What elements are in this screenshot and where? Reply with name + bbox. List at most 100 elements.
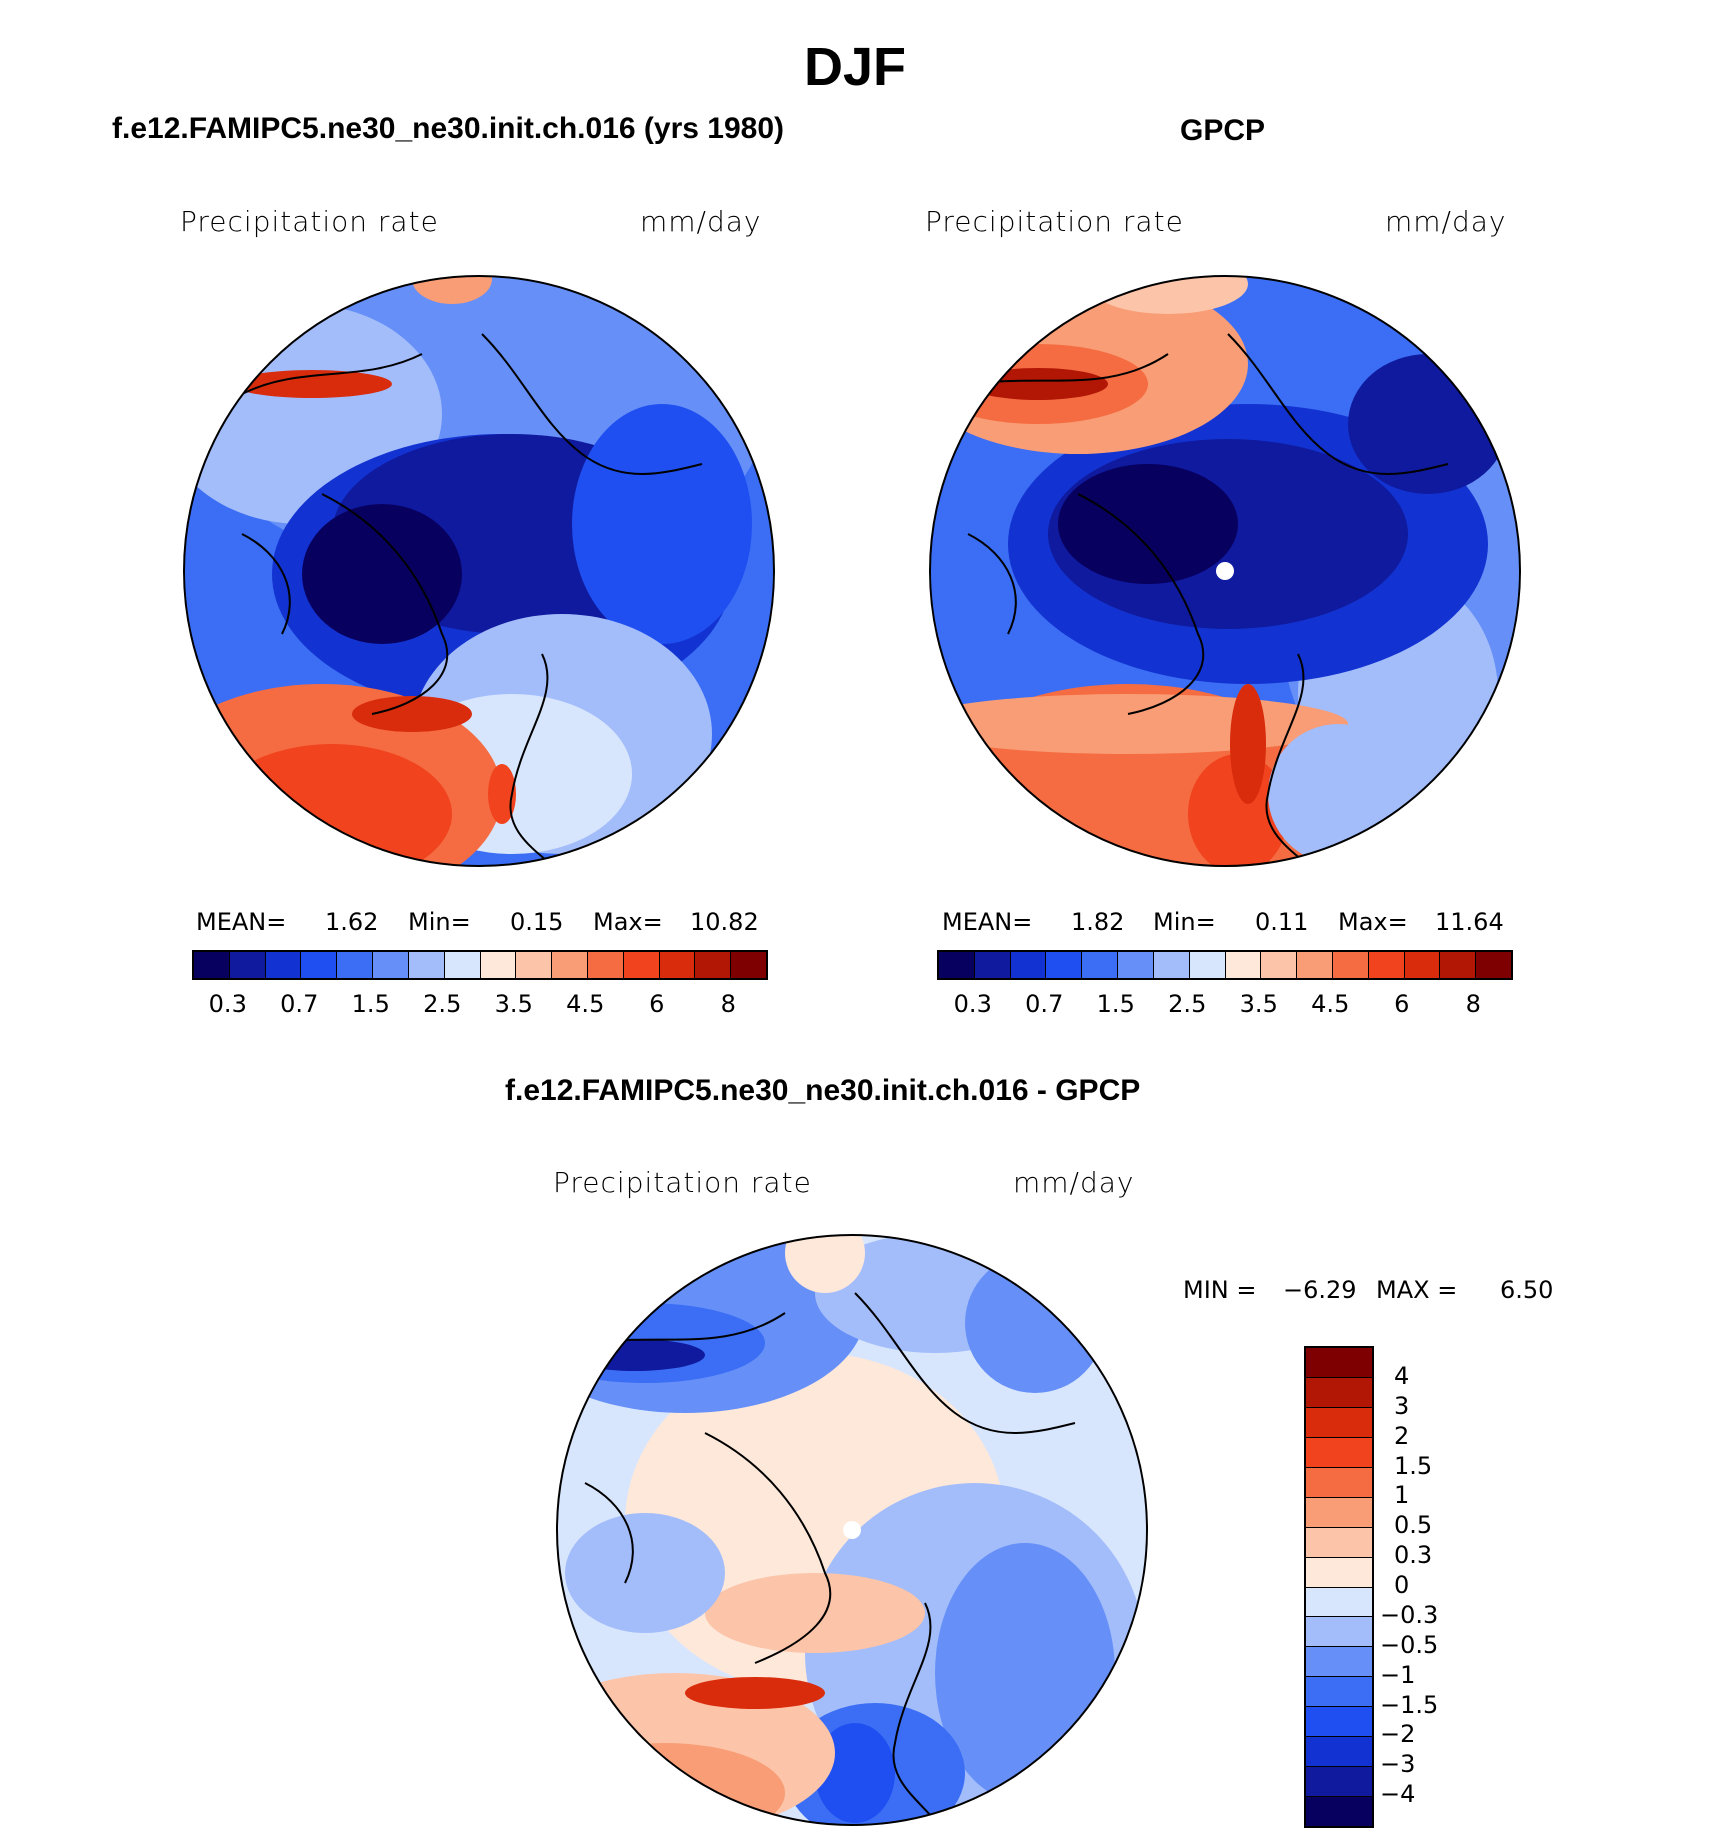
model-colorbar-swatch: [623, 952, 660, 978]
obs-units-label: mm/day: [1385, 205, 1507, 238]
model-colorbar-swatch: [731, 952, 766, 978]
obs-min-label: Min=: [1153, 908, 1216, 936]
obs-colorbar-swatch: [939, 952, 975, 978]
model-mean-label: MEAN=: [196, 908, 287, 936]
diff-colorbar-tick-label: 1: [1394, 1481, 1410, 1510]
model-colorbar-swatch: [480, 952, 517, 978]
model-colorbar-tick-label: 4.5: [566, 990, 605, 1018]
obs-colorbar-swatch: [1297, 952, 1333, 978]
model-max-value: 10.82: [690, 908, 759, 936]
obs-colorbar-swatch: [1010, 952, 1047, 978]
model-colorbar-swatch: [516, 952, 553, 978]
model-colorbar-tick-label: 3.5: [494, 990, 533, 1018]
model-colorbar-tick-label: 0.7: [280, 990, 319, 1018]
diff-colorbar-swatch: [1306, 1587, 1372, 1618]
obs-colorbar-swatch: [974, 952, 1011, 978]
model-colorbar-tick-label: 8: [720, 990, 736, 1018]
diff-colorbar: [1304, 1346, 1374, 1828]
diff-colorbar-tick-label: −0.5: [1380, 1630, 1439, 1659]
obs-colorbar-swatch: [1189, 952, 1226, 978]
diff-colorbar-tick-label: −1: [1380, 1660, 1416, 1689]
diff-colorbar-tick-label: 0.3: [1394, 1541, 1433, 1570]
model-colorbar-tick-label: 0.3: [208, 990, 247, 1018]
diff-colorbar-swatch: [1306, 1707, 1372, 1738]
model-max-label: Max=: [593, 908, 663, 936]
obs-colorbar-tick-label: 6: [1394, 990, 1410, 1018]
diff-max-label: MAX =: [1376, 1276, 1458, 1304]
obs-mean-value: 1.82: [1071, 908, 1125, 936]
obs-colorbar-swatch: [1404, 952, 1441, 978]
diff-max-value: 6.50: [1500, 1276, 1554, 1304]
diff-variable-label: Precipitation rate: [553, 1166, 812, 1199]
obs-colorbar-swatch: [1368, 952, 1405, 978]
obs-polar-map: [929, 275, 1521, 867]
diff-colorbar-swatch: [1306, 1557, 1372, 1588]
diff-colorbar-tick-label: 1.5: [1394, 1451, 1433, 1480]
obs-min-value: 0.11: [1255, 908, 1309, 936]
obs-colorbar-swatch: [1153, 952, 1190, 978]
diff-colorbar-tick-label: 0.5: [1394, 1511, 1433, 1540]
model-colorbar-tick-label: 1.5: [351, 990, 390, 1018]
diff-colorbar-swatch: [1306, 1348, 1372, 1378]
diff-colorbar-swatch: [1306, 1437, 1372, 1468]
obs-variable-label: Precipitation rate: [925, 205, 1184, 238]
diff-colorbar-swatch: [1306, 1467, 1372, 1498]
obs-colorbar: [937, 950, 1513, 980]
figure-title: DJF: [803, 37, 906, 97]
obs-colorbar-swatch: [1118, 952, 1154, 978]
diff-colorbar-tick-label: −2: [1380, 1720, 1416, 1749]
diff-colorbar-tick-label: 0: [1394, 1571, 1410, 1599]
obs-colorbar-ticks: 0.3 0.7 1.5 2.5 3.5 4.5 6 8: [937, 990, 1509, 1020]
obs-colorbar-swatch: [1440, 952, 1477, 978]
diff-colorbar-swatch: [1306, 1377, 1372, 1408]
diff-colorbar-tick-label: 3: [1394, 1391, 1410, 1420]
obs-colorbar-tick-label: 4.5: [1311, 990, 1350, 1018]
obs-colorbar-tick-label: 3.5: [1239, 990, 1278, 1018]
diff-colorbar-swatch: [1306, 1737, 1372, 1768]
diff-panel-subtitle: f.e12.FAMIPC5.ne30_ne30.init.ch.016 - GP…: [505, 1074, 1141, 1107]
diff-colorbar-tick-label: 2: [1394, 1421, 1410, 1450]
obs-panel-subtitle: GPCP: [1180, 114, 1266, 147]
obs-max-label: Max=: [1338, 908, 1408, 936]
diff-colorbar-ticks: 4 3 2 1.5 1 0.5 0.3 0 −0.3 −0.5 −1 −1.5 −2 −3 −4: [1380, 1346, 1470, 1824]
obs-colorbar-swatch: [1046, 952, 1083, 978]
obs-mean-label: MEAN=: [942, 908, 1033, 936]
model-colorbar-tick-label: 2.5: [423, 990, 462, 1018]
diff-colorbar-tick-label: −4: [1380, 1780, 1416, 1809]
model-colorbar: [192, 950, 768, 980]
model-colorbar-swatch: [695, 952, 732, 978]
model-min-label: Min=: [408, 908, 471, 936]
model-colorbar-ticks: 0.3 0.7 1.5 2.5 3.5 4.5 6 8: [192, 990, 764, 1020]
model-colorbar-swatch: [408, 952, 445, 978]
diff-polar-map: [556, 1234, 1148, 1826]
diff-min-label: MIN =: [1183, 1276, 1257, 1304]
diff-units-label: mm/day: [1013, 1166, 1135, 1199]
obs-colorbar-tick-label: 8: [1465, 990, 1481, 1018]
model-colorbar-swatch: [444, 952, 481, 978]
model-colorbar-swatch: [194, 952, 230, 978]
model-mean-value: 1.62: [325, 908, 379, 936]
model-colorbar-tick-label: 6: [649, 990, 665, 1018]
diff-colorbar-swatch: [1306, 1527, 1372, 1558]
diff-min-value: −6.29: [1283, 1276, 1357, 1304]
model-colorbar-swatch: [301, 952, 338, 978]
model-colorbar-swatch: [229, 952, 266, 978]
obs-colorbar-swatch: [1225, 952, 1262, 978]
model-colorbar-swatch: [659, 952, 696, 978]
obs-colorbar-swatch: [1476, 952, 1511, 978]
model-colorbar-swatch: [265, 952, 302, 978]
diff-colorbar-swatch: [1306, 1497, 1372, 1528]
model-colorbar-swatch: [552, 952, 588, 978]
diff-colorbar-swatch: [1306, 1617, 1372, 1648]
obs-max-value: 11.64: [1435, 908, 1504, 936]
obs-colorbar-swatch: [1082, 952, 1119, 978]
obs-colorbar-swatch: [1332, 952, 1369, 978]
model-panel-subtitle: f.e12.FAMIPC5.ne30_ne30.init.ch.016 (yrs…: [112, 112, 784, 145]
obs-colorbar-tick-label: 0.3: [953, 990, 992, 1018]
model-colorbar-swatch: [337, 952, 374, 978]
model-colorbar-swatch: [587, 952, 624, 978]
model-units-label: mm/day: [640, 205, 762, 238]
diff-colorbar-swatch: [1306, 1677, 1372, 1708]
obs-colorbar-tick-label: 2.5: [1168, 990, 1207, 1018]
diff-colorbar-tick-label: −3: [1380, 1750, 1416, 1779]
